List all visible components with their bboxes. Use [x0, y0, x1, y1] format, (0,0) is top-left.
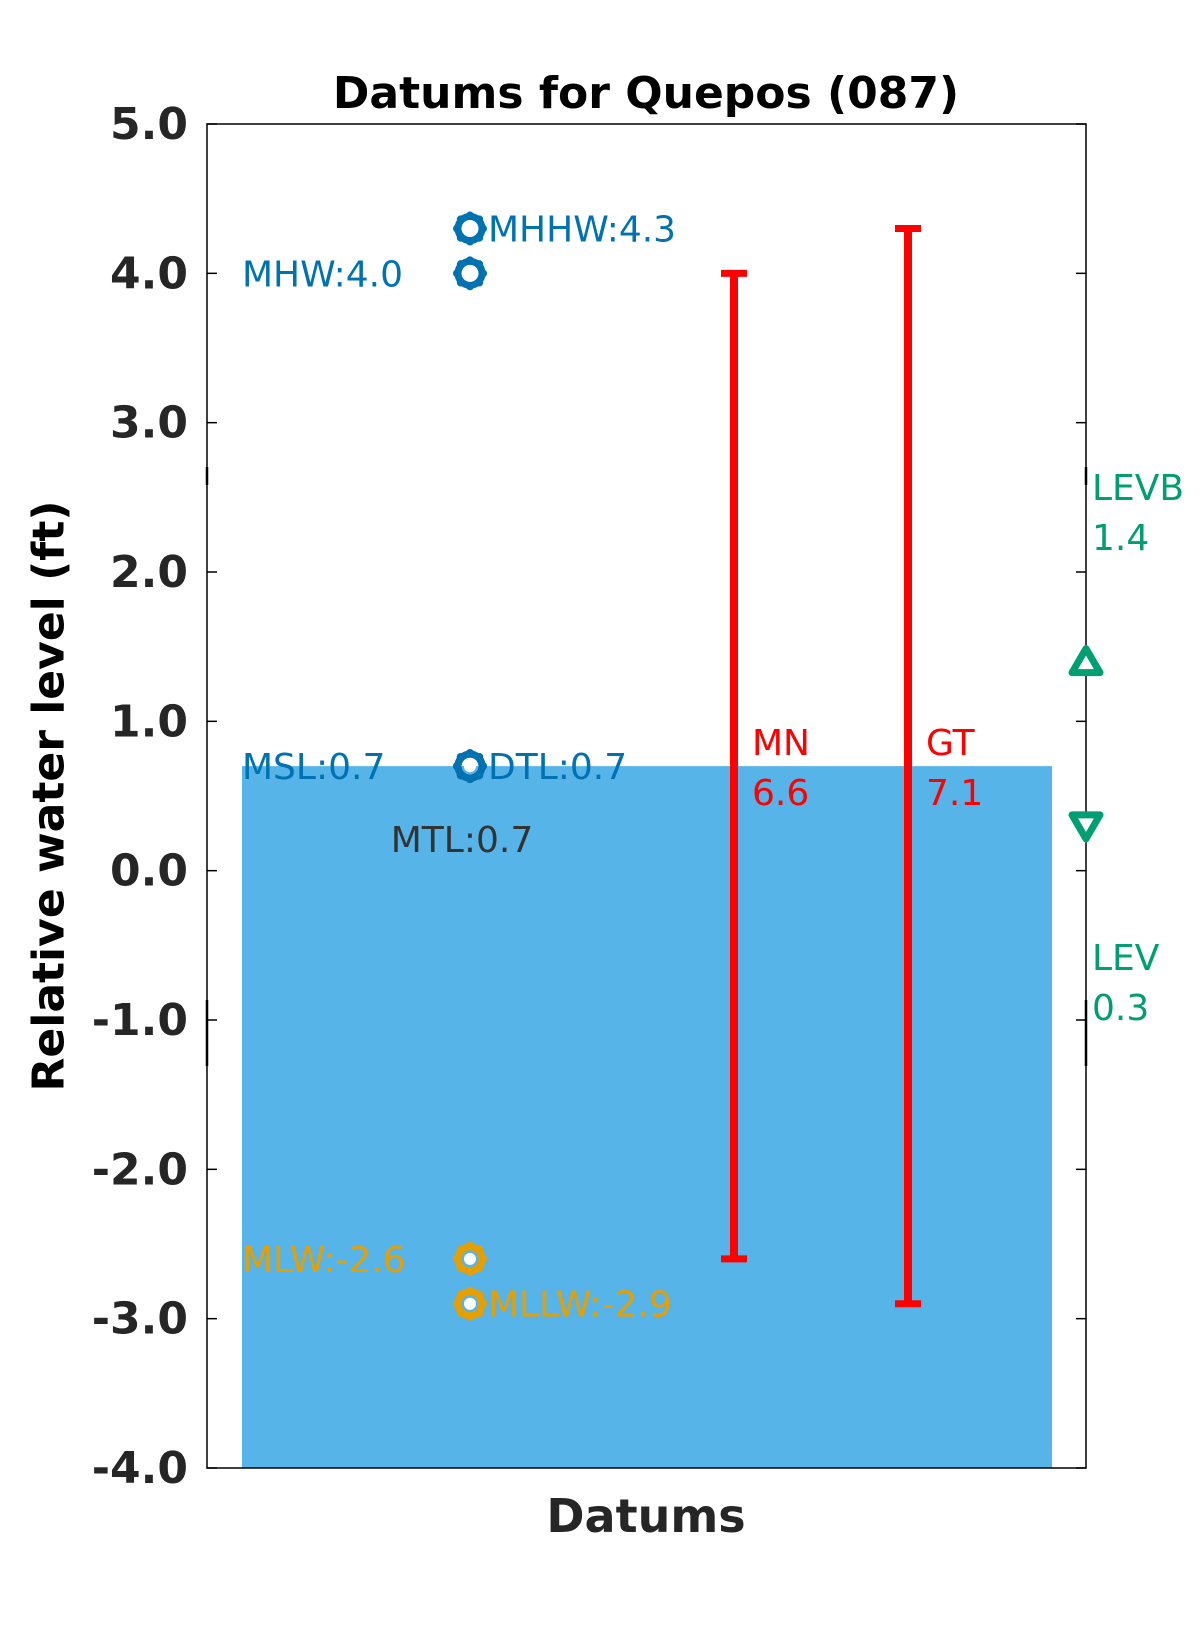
datum-marker-mhw-knob — [475, 260, 484, 269]
datum-label-mtl: MTL:0.7 — [391, 820, 534, 861]
range-name-mn: MN — [752, 723, 810, 764]
range-value-gt: 7.1 — [926, 773, 983, 814]
datum-marker-mlw-knob — [466, 1267, 474, 1276]
extreme-value-lev: 0.3 — [1092, 988, 1149, 1029]
datum-marker-mlw-knob — [456, 1245, 465, 1254]
datum-marker-mllw-knob — [456, 1308, 465, 1317]
y-tick-label: 0.0 — [110, 846, 188, 897]
datum-marker-mhw-knob — [479, 269, 487, 278]
datum-marker-mllw-knob — [453, 1299, 461, 1308]
datum-label-mllw: MLLW:-2.9 — [488, 1285, 672, 1326]
datum-marker-mllw-knob — [479, 1299, 487, 1308]
datum-label-mhw: MHW:4.0 — [242, 254, 403, 295]
datum-marker-mhhw-knob — [475, 215, 484, 224]
y-tick-label: 3.0 — [110, 398, 188, 449]
datum-marker-mlw-knob — [475, 1245, 484, 1254]
datum-marker-mhhw-knob — [475, 233, 484, 242]
range-bar-gt — [895, 225, 921, 1308]
datum-marker-mllw-center — [464, 1297, 476, 1310]
extreme-name-lev: LEV — [1092, 938, 1160, 979]
datum-marker-mlw-knob — [466, 1241, 474, 1250]
datum-marker-mhhw — [453, 211, 487, 246]
datum-marker-mhw-knob — [456, 278, 465, 287]
datum-marker-dtl-knob — [475, 752, 484, 761]
y-axis: 5.0 4.0 3.0 2.0 1.0 0.0 -1.0 -2.0 -3.0 -4.0 — [92, 99, 1088, 1494]
extreme-name-levb: LEVB — [1092, 468, 1184, 509]
water-level-fill — [242, 766, 1052, 1468]
datum-marker-mhhw-knob — [453, 224, 461, 233]
datum-marker-mhw-knob — [475, 278, 484, 287]
datum-marker-mlw-knob — [456, 1264, 465, 1273]
datum-marker-dtl-knob — [456, 771, 465, 780]
datum-marker-dtl-knob — [456, 752, 465, 761]
datum-marker-mlw — [453, 1241, 487, 1276]
range-name-gt: GT — [926, 723, 976, 764]
x-axis-label: Datums — [546, 1489, 745, 1543]
datum-marker-dtl-center — [464, 760, 476, 773]
datum-marker-mhhw-knob — [479, 224, 487, 233]
datum-marker-dtl-knob — [466, 749, 474, 758]
datum-marker-mhw — [453, 256, 487, 291]
chart-title: Datums for Quepos (087) — [333, 68, 959, 119]
y-tick-label: -3.0 — [92, 1294, 188, 1345]
datum-marker-mllw-knob — [456, 1290, 465, 1299]
datum-marker-mllw-knob — [475, 1308, 484, 1317]
datum-marker-dtl — [453, 749, 487, 784]
datum-marker-mllw-knob — [466, 1286, 474, 1295]
datum-label-mhhw: MHHW:4.3 — [488, 210, 676, 251]
datum-label-msl: MSL:0.7 — [242, 747, 385, 788]
y-tick-label: 1.0 — [110, 696, 188, 747]
datum-marker-mhw-knob — [466, 282, 474, 291]
datum-marker-mhhw-knob — [466, 237, 474, 246]
datum-marker-mhhw-knob — [456, 233, 465, 242]
datum-marker-dtl-knob — [479, 762, 487, 771]
y-axis-label: Relative water level (ft) — [23, 501, 74, 1092]
datum-marker-mhhw-knob — [456, 215, 465, 224]
datum-marker-mlw-knob — [475, 1264, 484, 1273]
extreme-marker-levb — [1068, 645, 1104, 677]
y-tick-label: -2.0 — [92, 1144, 188, 1195]
datum-marker-mllw-knob — [466, 1312, 474, 1321]
y-tick-label: 5.0 — [110, 99, 188, 150]
datum-marker-dtl-knob — [475, 771, 484, 780]
datum-marker-mllw — [453, 1286, 487, 1321]
datum-label-dtl: DTL:0.7 — [488, 747, 627, 788]
datum-marker-mhhw-knob — [466, 211, 474, 220]
y-tick-label: -4.0 — [92, 1443, 188, 1494]
datum-marker-dtl-knob — [453, 762, 461, 771]
datum-marker-mlw-knob — [453, 1254, 461, 1263]
extreme-marker-lev — [1068, 811, 1104, 843]
y-tick-label: 4.0 — [110, 248, 188, 299]
y-tick-label: -1.0 — [92, 995, 188, 1046]
datum-marker-mhhw-center — [464, 222, 476, 235]
datum-label-mlw: MLW:-2.6 — [242, 1240, 406, 1281]
datum-marker-mhw-knob — [453, 269, 461, 278]
y-tick-label: 2.0 — [110, 547, 188, 598]
plot-frame — [206, 123, 1087, 1469]
datum-marker-mlw-knob — [479, 1254, 487, 1263]
range-bar-mn — [721, 269, 747, 1263]
datum-marker-mlw-center — [464, 1252, 476, 1265]
datum-marker-mhw-knob — [456, 260, 465, 269]
datum-marker-mhw-center — [464, 267, 476, 280]
range-value-mn: 6.6 — [752, 773, 809, 814]
datum-marker-mhw-knob — [466, 256, 474, 265]
datum-marker-mllw-knob — [475, 1290, 484, 1299]
datum-marker-dtl-knob — [466, 775, 474, 784]
extreme-value-levb: 1.4 — [1092, 518, 1149, 559]
